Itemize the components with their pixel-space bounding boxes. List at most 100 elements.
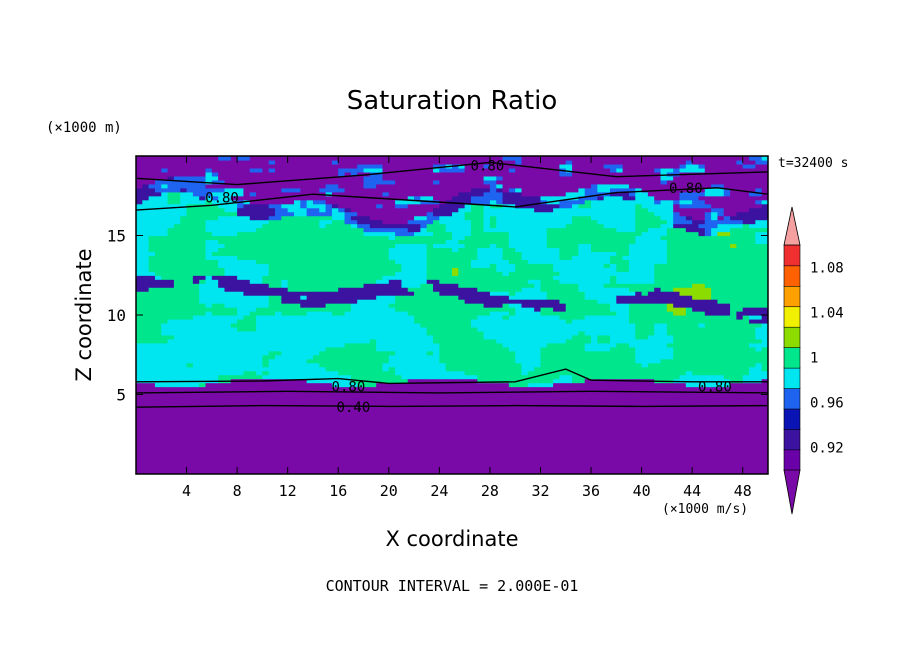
field-cell — [408, 450, 415, 455]
field-cell — [452, 220, 459, 225]
field-cell — [446, 168, 453, 173]
field-cell — [382, 212, 389, 217]
field-cell — [224, 466, 231, 471]
field-cell — [509, 422, 516, 427]
field-cell — [465, 323, 472, 328]
field-cell — [224, 351, 231, 356]
field-cell — [439, 398, 446, 403]
field-cell — [136, 259, 143, 264]
field-cell — [376, 426, 383, 431]
field-cell — [218, 450, 225, 455]
field-cell — [439, 236, 446, 241]
field-cell — [389, 295, 396, 300]
field-cell — [149, 160, 156, 165]
field-cell — [180, 259, 187, 264]
field-cell — [382, 422, 389, 427]
field-cell — [231, 299, 238, 304]
field-cell — [231, 387, 238, 392]
field-cell — [345, 164, 352, 169]
field-cell — [382, 351, 389, 356]
field-cell — [458, 315, 465, 320]
field-cell — [218, 398, 225, 403]
field-cell — [433, 367, 440, 372]
field-cell — [528, 446, 535, 451]
field-cell — [490, 458, 497, 463]
field-cell — [300, 363, 307, 368]
field-cell — [199, 259, 206, 264]
field-cell — [370, 287, 377, 292]
field-cell — [212, 295, 219, 300]
field-cell — [364, 188, 371, 193]
field-cell — [288, 406, 295, 411]
field-cell — [332, 422, 339, 427]
field-cell — [376, 303, 383, 308]
field-cell — [370, 315, 377, 320]
field-cell — [224, 279, 231, 284]
field-cell — [275, 367, 282, 372]
field-cell — [275, 275, 282, 280]
field-cell — [414, 184, 421, 189]
field-cell — [376, 311, 383, 316]
field-cell — [446, 367, 453, 372]
field-cell — [136, 196, 143, 201]
field-cell — [224, 319, 231, 324]
field-cell — [218, 172, 225, 177]
field-cell — [503, 299, 510, 304]
field-cell — [187, 251, 194, 256]
field-cell — [256, 295, 263, 300]
field-cell — [446, 251, 453, 256]
field-cell — [180, 311, 187, 316]
field-cell — [174, 462, 181, 467]
field-cell — [187, 283, 194, 288]
field-cell — [433, 299, 440, 304]
field-cell — [408, 311, 415, 316]
field-cell — [237, 398, 244, 403]
field-cell — [484, 208, 491, 213]
field-cell — [250, 335, 257, 340]
field-cell — [408, 299, 415, 304]
field-cell — [496, 347, 503, 352]
field-cell — [174, 442, 181, 447]
field-cell — [288, 367, 295, 372]
field-cell — [364, 367, 371, 372]
field-cell — [218, 430, 225, 435]
field-cell — [275, 387, 282, 392]
field-cell — [155, 379, 162, 384]
field-cell — [149, 339, 156, 344]
field-cell — [250, 212, 257, 217]
field-cell — [477, 422, 484, 427]
field-cell — [250, 323, 257, 328]
field-cell — [427, 430, 434, 435]
field-cell — [161, 414, 168, 419]
field-cell — [345, 454, 352, 459]
field-cell — [212, 236, 219, 241]
field-cell — [142, 418, 149, 423]
field-cell — [174, 228, 181, 233]
field-cell — [313, 418, 320, 423]
field-cell — [281, 236, 288, 241]
field-cell — [446, 303, 453, 308]
field-cell — [319, 422, 326, 427]
field-cell — [193, 236, 200, 241]
field-cell — [376, 347, 383, 352]
field-cell — [408, 355, 415, 360]
field-cell — [408, 275, 415, 280]
field-cell — [180, 295, 187, 300]
field-cell — [168, 462, 175, 467]
field-cell — [313, 224, 320, 229]
field-cell — [149, 220, 156, 225]
field-cell — [332, 228, 339, 233]
field-cell — [136, 355, 143, 360]
field-cell — [142, 375, 149, 380]
field-cell — [250, 188, 257, 193]
field-cell — [439, 263, 446, 268]
field-cell — [237, 418, 244, 423]
field-cell — [357, 454, 364, 459]
field-cell — [281, 259, 288, 264]
field-cell — [218, 335, 225, 340]
field-cell — [142, 327, 149, 332]
field-cell — [155, 295, 162, 300]
field-cell — [515, 331, 522, 336]
field-cell — [503, 414, 510, 419]
field-cell — [490, 351, 497, 356]
